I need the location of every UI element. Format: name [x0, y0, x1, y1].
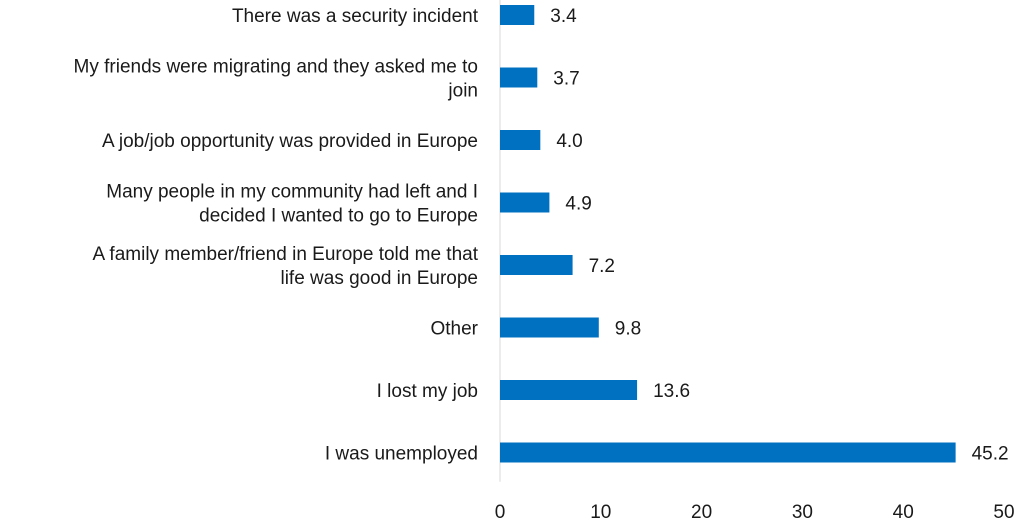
category-label-line: I lost my job	[377, 381, 478, 402]
bar	[500, 317, 599, 338]
x-tick-label: 30	[792, 502, 813, 523]
data-label: 9.8	[615, 319, 641, 340]
x-tick-label: 40	[893, 502, 914, 523]
category-label: I lost my job	[377, 381, 478, 402]
x-axis-ticks: 0 10 20 30 40 50	[495, 502, 1015, 523]
category-label-line: Many people in my community had left and…	[106, 182, 478, 203]
bars	[500, 5, 956, 463]
bar	[500, 380, 638, 400]
category-label-line: join	[447, 81, 478, 102]
category-label-line: A job/job opportunity was provided in Eu…	[102, 131, 478, 152]
data-label: 4.9	[565, 194, 591, 215]
bar	[500, 67, 538, 88]
category-label: A family member/friend in Europe told me…	[93, 244, 479, 289]
category-label: Many people in my community had left and…	[106, 182, 478, 227]
x-tick-label: 0	[495, 502, 506, 523]
x-tick-label: 10	[590, 502, 611, 523]
category-label-line: A family member/friend in Europe told me…	[93, 244, 479, 265]
category-label: There was a security incident	[232, 6, 479, 27]
data-label: 45.2	[972, 444, 1009, 465]
category-labels: There was a security incident My friends …	[74, 6, 479, 465]
category-label: I was unemployed	[325, 444, 478, 465]
bar	[500, 192, 550, 213]
bar	[500, 255, 573, 275]
category-label-line: I was unemployed	[325, 444, 478, 465]
category-label-line: life was good in Europe	[280, 268, 478, 289]
bar	[500, 442, 956, 463]
data-label: 13.6	[653, 381, 690, 402]
category-label-line: decided I wanted to go to Europe	[199, 206, 478, 227]
category-label-line: Other	[430, 319, 478, 340]
x-tick-label: 20	[691, 502, 712, 523]
x-tick-label: 50	[993, 502, 1014, 523]
data-label: 7.2	[589, 256, 615, 277]
category-label: Other	[430, 319, 478, 340]
data-label: 3.7	[553, 69, 579, 90]
bar	[500, 130, 541, 150]
data-labels: 3.4 3.7 4.0 4.9 7.2 9.8 13.6 45.2	[550, 6, 1008, 465]
bar	[500, 5, 535, 25]
category-label: A job/job opportunity was provided in Eu…	[102, 131, 478, 152]
category-label-line: There was a security incident	[232, 6, 479, 27]
data-label: 4.0	[556, 131, 582, 152]
data-label: 3.4	[550, 6, 577, 27]
category-label: My friends were migrating and they asked…	[74, 57, 478, 102]
category-label-line: My friends were migrating and they asked…	[74, 57, 478, 78]
